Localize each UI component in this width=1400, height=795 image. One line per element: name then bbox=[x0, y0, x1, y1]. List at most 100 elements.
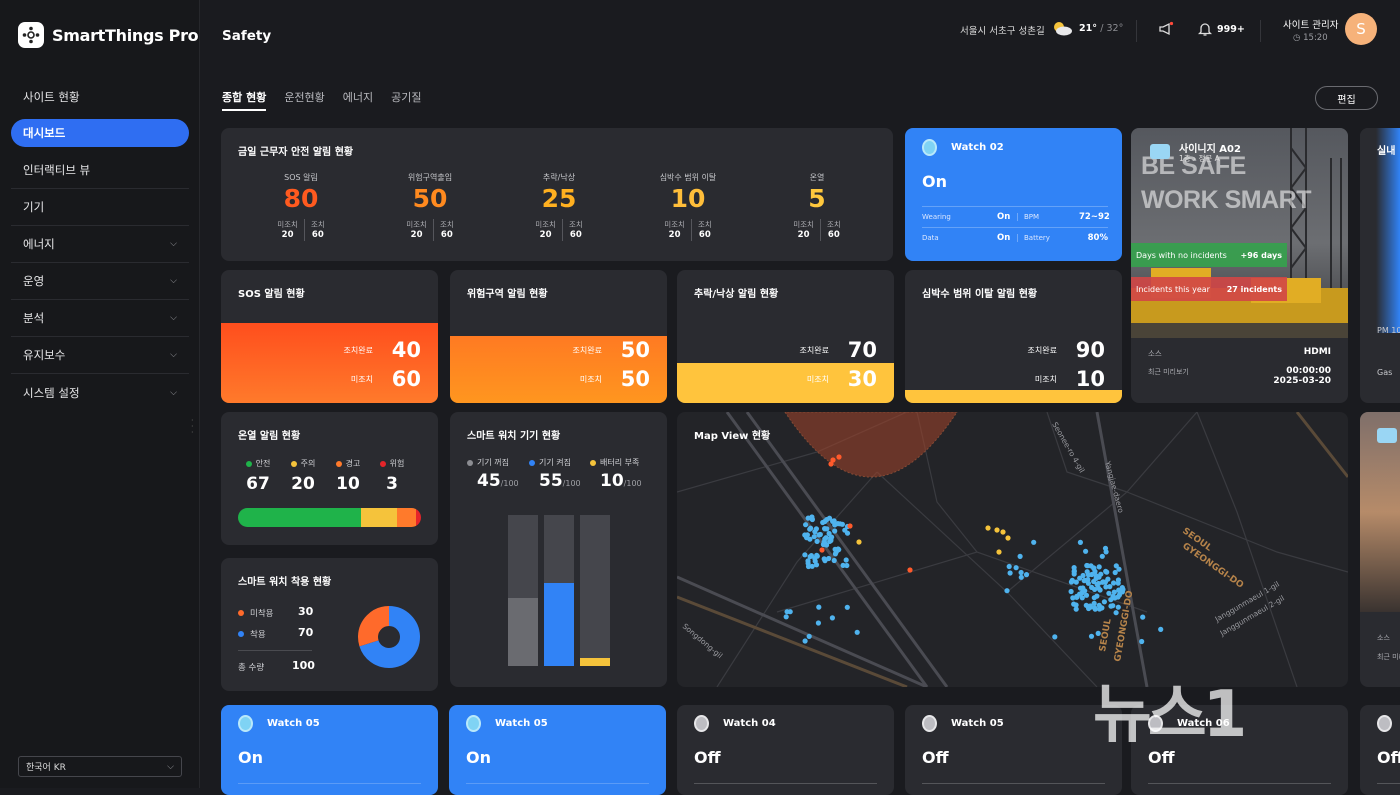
map-marker[interactable] bbox=[812, 555, 818, 562]
map-marker[interactable] bbox=[1103, 584, 1109, 590]
watch-card[interactable]: Watch 04 Off bbox=[677, 705, 894, 795]
sidebar-item-operations[interactable]: 운영 ⌵ bbox=[11, 263, 189, 300]
map-marker[interactable] bbox=[833, 549, 839, 555]
map-marker[interactable] bbox=[1077, 539, 1083, 545]
map-marker[interactable] bbox=[1112, 595, 1118, 601]
summary-metric[interactable]: 온열 5 미조치 20 조치 60 bbox=[767, 172, 867, 241]
map-marker[interactable] bbox=[1083, 548, 1089, 554]
avatar[interactable]: S bbox=[1345, 13, 1377, 45]
map-marker[interactable] bbox=[802, 552, 808, 558]
map-marker[interactable] bbox=[823, 535, 829, 541]
map-marker[interactable] bbox=[1094, 593, 1100, 599]
map-marker[interactable] bbox=[1031, 539, 1037, 545]
alert-status-card[interactable]: 심박수 범위 이탈 알림 현황 조치완료 90 미조치 10 bbox=[905, 270, 1122, 403]
map-marker[interactable] bbox=[1092, 586, 1098, 592]
map-marker[interactable] bbox=[844, 604, 850, 610]
summary-metric[interactable]: SOS 알림 80 미조치 20 조치 60 bbox=[251, 172, 351, 241]
map-marker[interactable] bbox=[1099, 553, 1105, 559]
map-marker[interactable] bbox=[836, 454, 842, 460]
map-marker[interactable] bbox=[1023, 572, 1030, 578]
map-marker[interactable] bbox=[1095, 585, 1102, 591]
watch-card[interactable]: Watch 05 Off bbox=[905, 705, 1122, 795]
map-marker[interactable] bbox=[1007, 570, 1013, 576]
map-marker[interactable] bbox=[1093, 575, 1099, 581]
map-marker[interactable] bbox=[1111, 580, 1117, 586]
map-marker[interactable] bbox=[843, 557, 849, 563]
map-marker[interactable] bbox=[1073, 579, 1079, 585]
map-marker[interactable] bbox=[996, 549, 1002, 555]
map-marker[interactable] bbox=[1085, 577, 1091, 583]
watch-card[interactable]: Watch 06 Off bbox=[1131, 705, 1348, 795]
heat-alert-card[interactable]: 온열 알림 현황 안전 67 주의 20 경고 10 위험 3 bbox=[221, 412, 438, 545]
map-marker[interactable] bbox=[1086, 605, 1092, 612]
map-marker[interactable] bbox=[783, 614, 789, 620]
map-marker[interactable] bbox=[842, 527, 848, 533]
watch-card[interactable]: Off bbox=[1360, 705, 1400, 795]
map-marker[interactable] bbox=[802, 638, 808, 644]
map-marker[interactable] bbox=[806, 633, 812, 639]
sidebar-item-analytics[interactable]: 분석 ⌵ bbox=[11, 300, 189, 337]
sidebar-item-energy[interactable]: 에너지 ⌵ bbox=[11, 226, 189, 263]
map-marker[interactable] bbox=[854, 629, 860, 635]
map-marker[interactable] bbox=[1098, 571, 1104, 577]
summary-metric[interactable]: 심박수 범위 이탈 10 미조치 20 조치 60 bbox=[638, 172, 738, 241]
map-marker[interactable] bbox=[1104, 569, 1110, 575]
map-marker[interactable] bbox=[856, 539, 862, 545]
map-marker[interactable] bbox=[814, 538, 820, 544]
map-marker[interactable] bbox=[1004, 588, 1010, 594]
watch-card[interactable]: Watch 05 On bbox=[449, 705, 666, 795]
map-marker[interactable] bbox=[1013, 565, 1019, 571]
map-marker[interactable] bbox=[844, 562, 850, 569]
edit-button[interactable]: 편집 bbox=[1315, 86, 1378, 110]
map-marker[interactable] bbox=[1080, 585, 1086, 591]
signage-card-partial[interactable]: 소스 최근 미리 bbox=[1360, 412, 1400, 687]
bell-icon[interactable] bbox=[1198, 21, 1212, 37]
summary-metric[interactable]: 추락/낙상 25 미조치 20 조치 60 bbox=[509, 172, 609, 241]
map-marker[interactable] bbox=[1018, 569, 1024, 576]
summary-metric[interactable]: 위험구역출입 50 미조치 20 조치 60 bbox=[380, 172, 480, 241]
language-select[interactable]: 한국어 KR ⌵ bbox=[18, 756, 182, 777]
sidebar-item-devices[interactable]: 기기 bbox=[11, 189, 189, 226]
map-marker[interactable] bbox=[840, 562, 846, 568]
map-marker[interactable] bbox=[1005, 535, 1011, 541]
map-marker[interactable] bbox=[1073, 606, 1079, 612]
map-marker[interactable] bbox=[804, 532, 810, 538]
map-marker[interactable] bbox=[807, 554, 813, 560]
map-marker[interactable] bbox=[994, 527, 1000, 533]
map-marker[interactable] bbox=[816, 532, 822, 538]
alert-status-card[interactable]: SOS 알림 현황 조치완료 40 미조치 60 bbox=[221, 270, 438, 403]
map-marker[interactable] bbox=[819, 547, 825, 553]
map-marker[interactable] bbox=[820, 519, 826, 526]
map-marker[interactable] bbox=[907, 567, 913, 573]
map-marker[interactable] bbox=[809, 514, 815, 520]
map-marker[interactable] bbox=[1105, 576, 1111, 582]
map-marker[interactable] bbox=[1111, 589, 1117, 595]
app-logo[interactable]: SmartThings Pro bbox=[18, 22, 199, 48]
sidebar-resize-handle[interactable]: · · · bbox=[191, 416, 194, 437]
notification-count[interactable]: 999+ bbox=[1217, 24, 1245, 35]
map-marker[interactable] bbox=[1080, 572, 1086, 579]
watch-card[interactable]: Watch 05 On bbox=[221, 705, 438, 795]
map-marker[interactable] bbox=[813, 562, 820, 568]
smartwatch-device-card[interactable]: 스마트 워치 기기 현황 기기 꺼짐 기기 켜짐 배터리 부족 45/100 5… bbox=[450, 412, 667, 687]
sidebar-item-site-status[interactable]: 사이트 현황 bbox=[11, 78, 189, 115]
tab-overview[interactable]: 종합 현황 bbox=[222, 89, 267, 111]
alert-status-card[interactable]: 추락/낙상 알림 현황 조치완료 70 미조치 30 bbox=[677, 270, 894, 403]
map-marker[interactable] bbox=[1115, 577, 1121, 583]
map-marker[interactable] bbox=[1113, 610, 1119, 616]
alert-status-card[interactable]: 위험구역 알림 현황 조치완료 50 미조치 50 bbox=[450, 270, 667, 403]
map-marker[interactable] bbox=[1006, 563, 1012, 570]
map-marker[interactable] bbox=[1102, 545, 1109, 551]
map-marker[interactable] bbox=[811, 534, 817, 540]
map-marker[interactable] bbox=[1096, 564, 1102, 570]
map-marker[interactable] bbox=[828, 537, 834, 544]
tab-energy[interactable]: 에너지 bbox=[342, 91, 374, 104]
air-quality-card-partial[interactable]: 실내 PM 10 Gas bbox=[1360, 128, 1400, 403]
map-marker[interactable] bbox=[830, 518, 836, 524]
tab-air-quality[interactable]: 공기질 bbox=[391, 91, 422, 104]
map-marker[interactable] bbox=[1052, 634, 1058, 640]
megaphone-icon[interactable] bbox=[1158, 21, 1174, 37]
map-marker[interactable] bbox=[1140, 614, 1146, 620]
watch-02-card[interactable]: Watch 02 On Wearing On BPM 72~92 Data On… bbox=[905, 128, 1122, 261]
map-marker[interactable] bbox=[830, 457, 836, 463]
